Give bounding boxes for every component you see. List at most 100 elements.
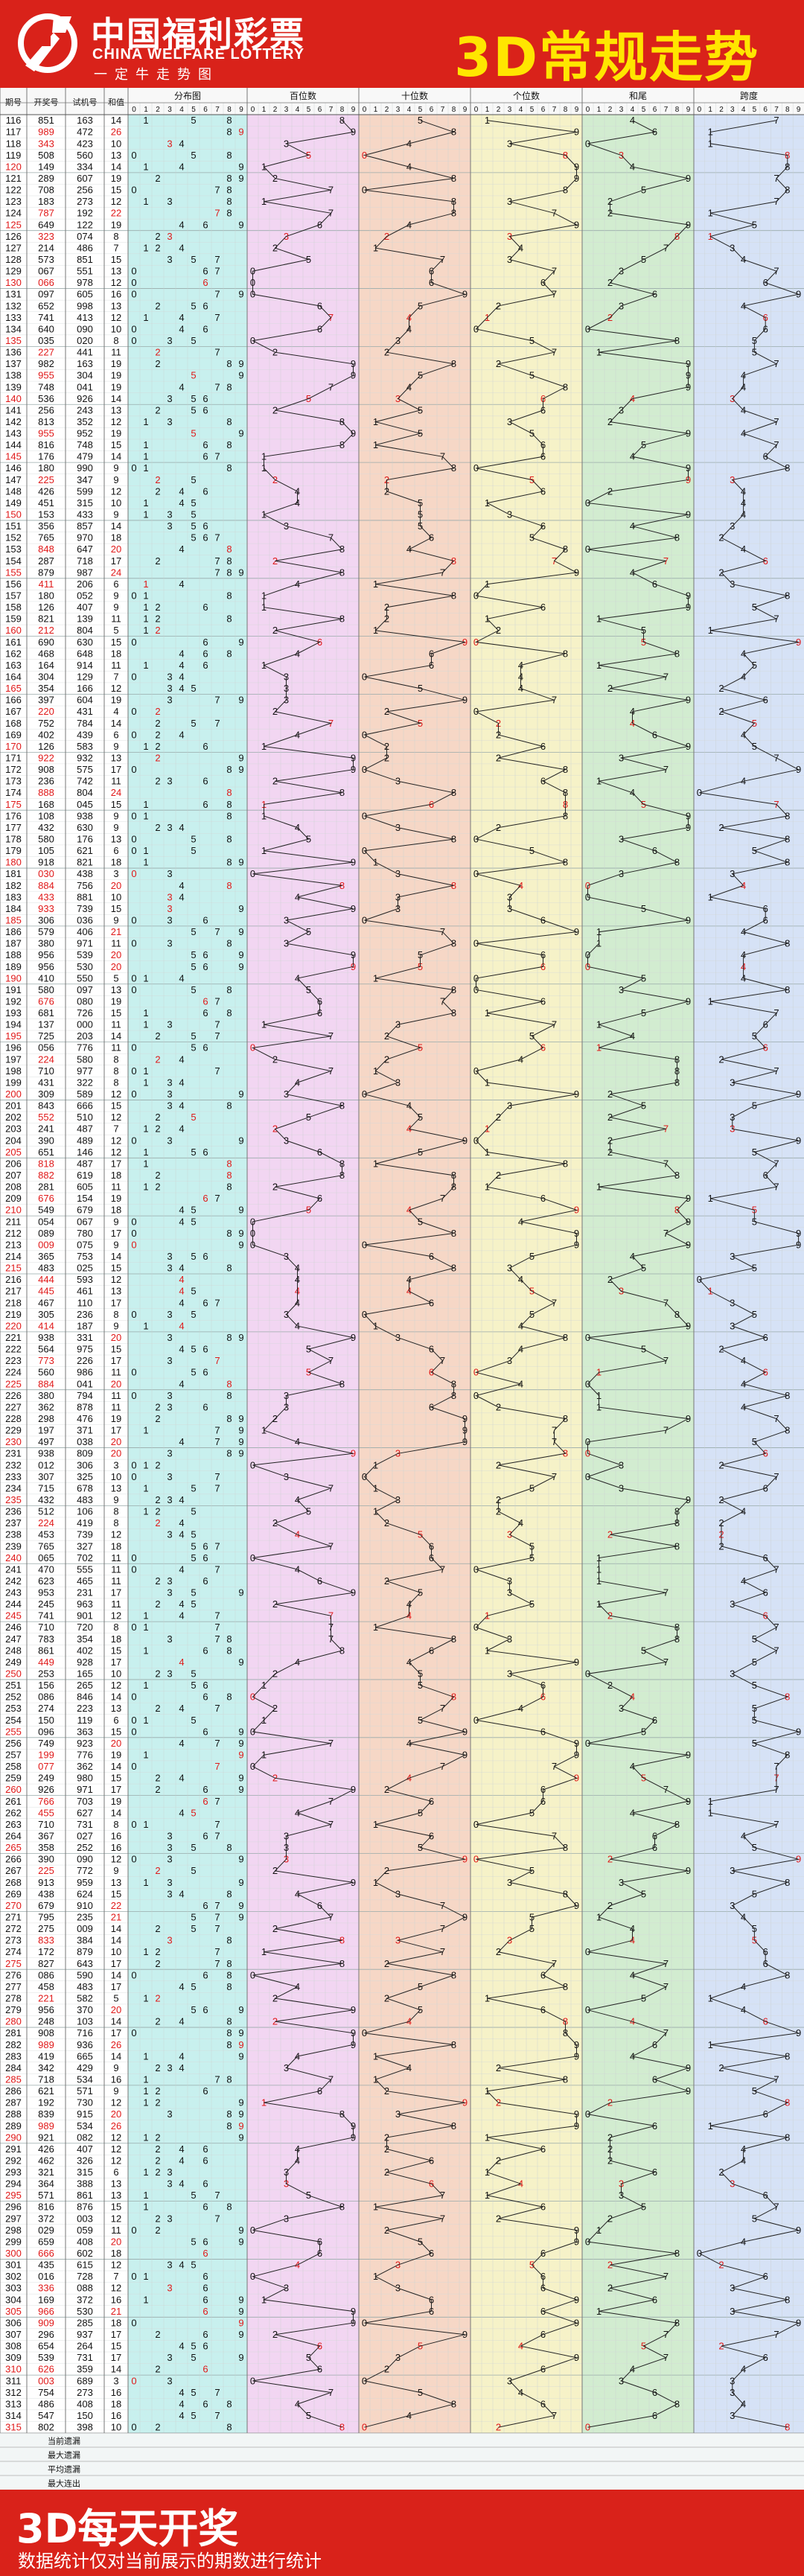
trial-cell: 354 (77, 1633, 93, 1645)
draw-cell: 183 (38, 196, 54, 207)
draw-cell: 933 (38, 903, 54, 914)
issue-cell: 155 (5, 567, 22, 578)
sum-cell: 15 (111, 1773, 121, 1784)
issue-cell: 194 (5, 1019, 22, 1030)
sum-cell: 7 (113, 2271, 118, 2282)
distribution-mark: 2 (155, 2097, 160, 2108)
sum-cell: 13 (111, 833, 121, 844)
issue-cell: 289 (5, 2120, 22, 2132)
issue-cell: 261 (5, 1796, 22, 1807)
digit-header: 1 (262, 106, 267, 114)
issue-cell: 303 (5, 2283, 22, 2294)
issue-cell: 307 (5, 2329, 22, 2340)
draw-cell: 305 (38, 1309, 54, 1320)
draw-cell: 249 (38, 1773, 54, 1784)
distribution-mark: 1 (143, 2050, 148, 2062)
distribution-mark: 7 (214, 1297, 220, 1308)
distribution-mark: 8 (226, 764, 232, 775)
distribution-mark: 6 (202, 2248, 208, 2259)
welfare-lottery-logo-icon (18, 13, 77, 73)
distribution-mark: 5 (191, 2410, 196, 2421)
issue-cell: 119 (6, 150, 22, 161)
distribution-mark: 8 (226, 857, 232, 868)
distribution-mark: 9 (238, 2225, 243, 2236)
issue-cell: 298 (5, 2225, 22, 2236)
distribution-mark: 4 (179, 822, 184, 833)
distribution-mark: 5 (191, 2260, 196, 2271)
trial-cell: 621 (77, 845, 93, 856)
distribution-mark: 9 (238, 1784, 243, 1795)
distribution-mark: 6 (202, 2294, 208, 2305)
distribution-mark: 0 (131, 1726, 136, 1737)
distribution-mark: 2 (155, 729, 160, 740)
issue-cell: 180 (5, 857, 22, 868)
sum-cell: 16 (111, 2387, 121, 2398)
distribution-mark: 5 (191, 833, 196, 844)
distribution-mark: 9 (238, 370, 243, 381)
issue-cell: 197 (5, 1053, 22, 1065)
distribution-mark: 6 (202, 914, 208, 925)
sum-cell: 11 (111, 660, 121, 671)
sum-cell: 10 (111, 1471, 121, 1482)
sp-mark: 7 (773, 115, 779, 126)
trial-cell: 876 (77, 2202, 93, 2213)
digit-header: 4 (519, 106, 523, 114)
issue-cell: 152 (5, 532, 22, 543)
draw-cell: 197 (38, 1425, 54, 1436)
issue-cell: 279 (5, 2004, 22, 2015)
distribution-mark: 3 (167, 1877, 172, 1888)
draw-cell: 715 (38, 1482, 54, 1493)
distribution-mark: 3 (167, 254, 172, 265)
trial-cell: 476 (77, 1413, 93, 1424)
distribution-mark: 5 (191, 404, 196, 415)
distribution-mark: 9 (238, 1135, 243, 1146)
distribution-mark: 0 (131, 1216, 136, 1227)
distribution-mark: 1 (143, 602, 148, 613)
distribution-mark: 9 (238, 637, 243, 648)
issue-cell: 170 (5, 741, 22, 752)
sum-cell: 10 (111, 497, 121, 508)
issue-cell: 237 (5, 1517, 22, 1528)
distribution-mark: 1 (143, 1610, 148, 1622)
draw-cell: 306 (38, 914, 54, 925)
distribution-mark: 7 (214, 347, 220, 358)
trial-cell: 627 (77, 1807, 93, 1818)
trial-cell: 731 (77, 2352, 93, 2363)
draw-cell: 390 (38, 1854, 54, 1865)
issue-cell: 242 (5, 1575, 22, 1587)
draw-cell: 982 (38, 358, 54, 369)
distribution-mark: 6 (202, 1796, 208, 1807)
draw-cell: 455 (38, 1807, 54, 1818)
distribution-mark: 6 (202, 602, 208, 613)
issue-cell: 149 (5, 497, 22, 508)
trial-cell: 438 (77, 868, 93, 879)
distribution-mark: 0 (131, 335, 136, 346)
issue-cell: 215 (5, 1263, 22, 1274)
trial-cell: 231 (77, 1587, 93, 1598)
trial-cell: 059 (77, 2225, 93, 2236)
distribution-mark: 0 (131, 185, 136, 196)
distribution-mark: 1 (143, 509, 148, 520)
sum-cell: 11 (111, 1367, 121, 1378)
distribution-mark: 6 (202, 2004, 208, 2015)
group-header-units: 个位数 (513, 90, 540, 101)
distribution-mark: 7 (214, 289, 220, 300)
group-header-distribution: 分布图 (174, 91, 201, 101)
draw-cell: 651 (38, 1147, 54, 1158)
sum-cell: 19 (111, 370, 121, 381)
digit-header: 9 (239, 106, 243, 114)
draw-cell: 621 (38, 2085, 54, 2097)
distribution-mark: 4 (179, 1320, 184, 1331)
distribution-mark: 4 (179, 2143, 184, 2155)
distribution-mark: 5 (191, 683, 196, 694)
issue-cell: 138 (5, 370, 22, 381)
draw-cell: 922 (38, 752, 54, 763)
distribution-mark: 6 (202, 1831, 208, 1842)
issue-cell: 268 (5, 1877, 22, 1888)
digit-header: 2 (156, 106, 160, 114)
issue-cell: 118 (6, 138, 22, 149)
issue-cell: 287 (5, 2097, 22, 2108)
distribution-mark: 4 (179, 1123, 184, 1135)
issue-cell: 166 (5, 695, 22, 706)
draw-cell: 468 (38, 648, 54, 659)
